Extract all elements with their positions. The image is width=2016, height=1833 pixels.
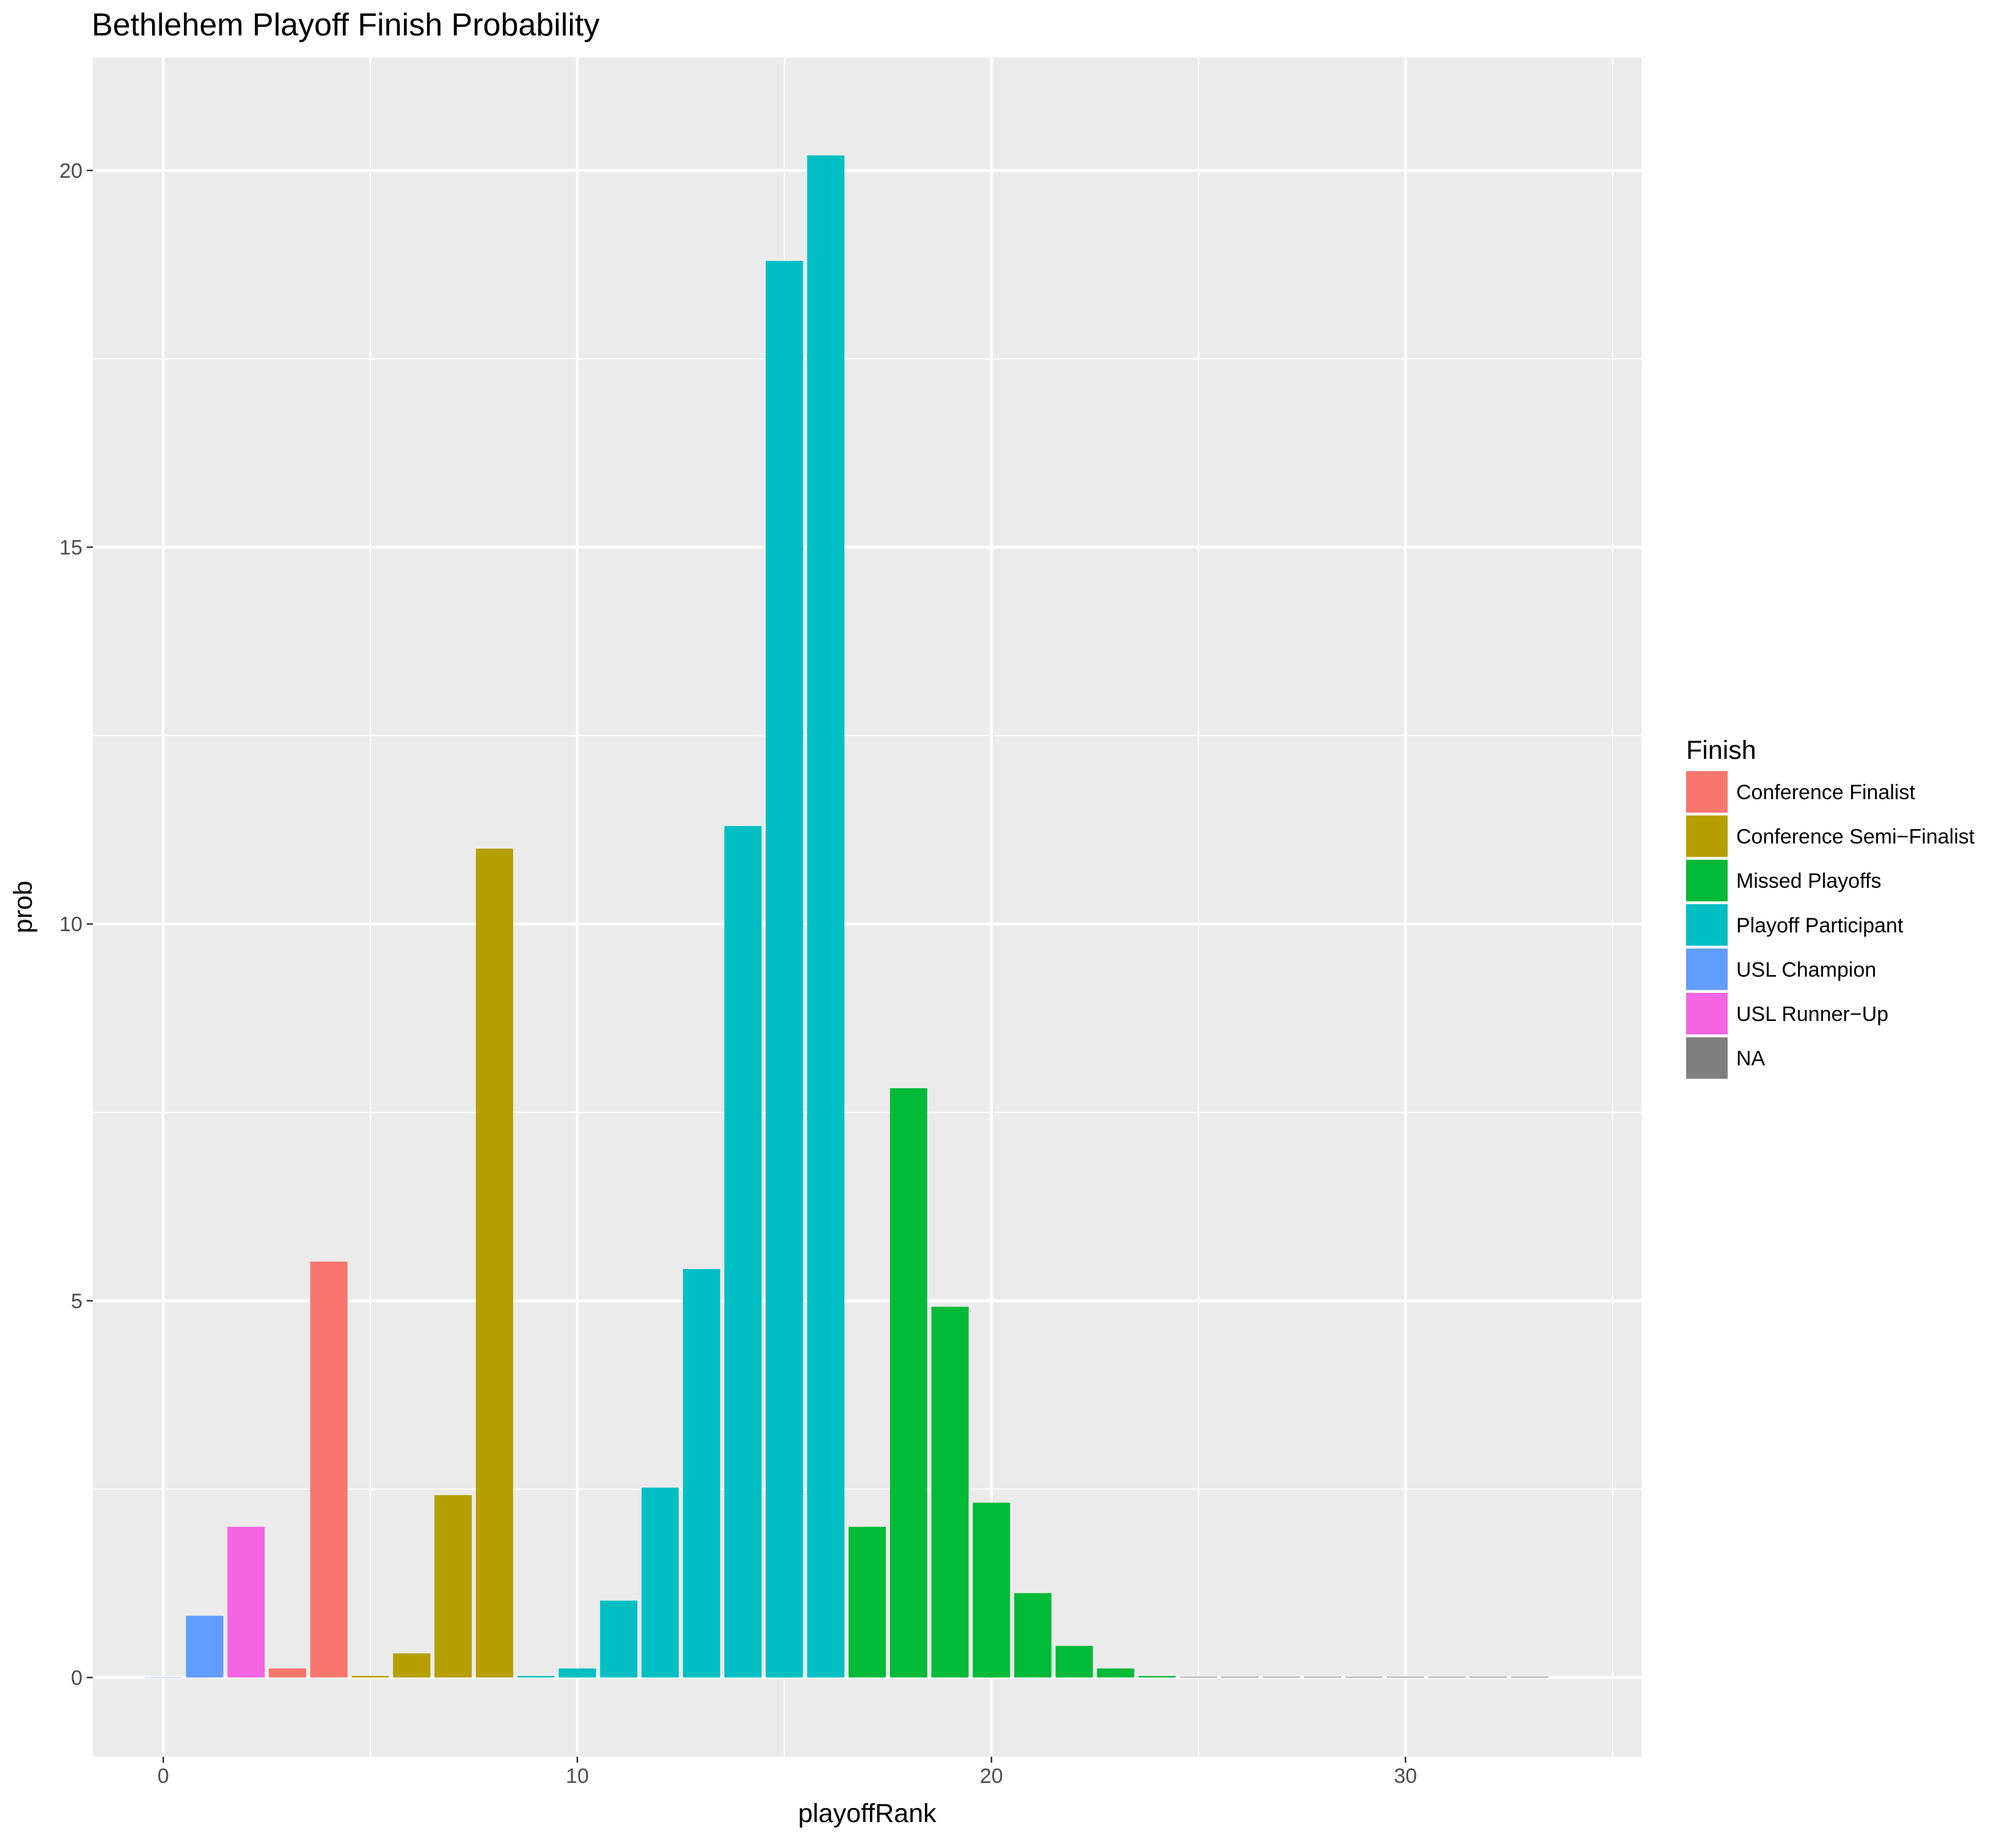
x-axis-title: playoffRank [798,1799,937,1828]
bar [682,1269,720,1678]
bar [227,1526,265,1678]
legend-label: USL Champion [1736,958,1876,981]
bar [1055,1645,1093,1678]
bar [765,260,803,1678]
bar [517,1676,555,1678]
legend-label: Missed Playoffs [1736,869,1881,893]
bar [807,155,845,1678]
legend-label: NA [1736,1047,1766,1070]
legend-key [1686,771,1728,813]
legend: Finish Conference Finalist Conference Sem… [1686,736,1975,1079]
y-tick-label: 5 [71,1290,82,1313]
legend-label: Playoff Participant [1736,914,1904,937]
y-tick-label: 15 [59,536,82,560]
legend-key [1686,860,1728,902]
y-tick-label: 0 [71,1667,82,1690]
bar [1097,1668,1134,1678]
x-tick-label: 10 [566,1765,589,1788]
bar [973,1502,1010,1678]
x-axis: 0 10 20 30 [158,1757,1417,1788]
bar [931,1306,969,1678]
x-tick-label: 30 [1394,1765,1417,1788]
y-tick-label: 20 [59,159,82,183]
major-gridlines [93,57,1642,1757]
legend-label: Conference Semi−Finalist [1736,825,1975,849]
bar [558,1668,596,1678]
bar [393,1653,431,1678]
bar [724,825,762,1678]
x-tick-label: 20 [980,1765,1003,1788]
y-axis-title: prob [9,880,38,933]
legend-key [1686,904,1728,946]
legend-key [1686,993,1728,1034]
bar [186,1615,224,1678]
minor-gridlines [93,57,1642,1757]
bar [889,1088,927,1678]
legend-key [1686,815,1728,857]
bar [1138,1676,1176,1678]
bar [475,848,513,1678]
legend-label: USL Runner−Up [1736,1003,1888,1026]
y-axis: 0 5 10 15 20 [59,159,93,1690]
legend-key [1686,1037,1728,1079]
bar [434,1495,472,1678]
bars [144,155,1549,1678]
chart-title: Bethlehem Playoff Finish Probability [92,7,599,43]
legend-label: Conference Finalist [1736,781,1915,804]
bar [351,1676,389,1678]
legend-items: Conference Finalist Conference Semi−Final… [1686,771,1975,1079]
bar [269,1668,307,1678]
plot-panel [93,57,1642,1757]
y-tick-label: 10 [59,913,82,936]
bar [848,1526,886,1678]
x-tick-label: 0 [158,1765,169,1788]
bar [310,1261,348,1678]
bar [600,1600,638,1678]
bar [1014,1593,1052,1678]
legend-key [1686,948,1728,990]
bar [641,1487,679,1678]
legend-title: Finish [1686,736,1756,765]
